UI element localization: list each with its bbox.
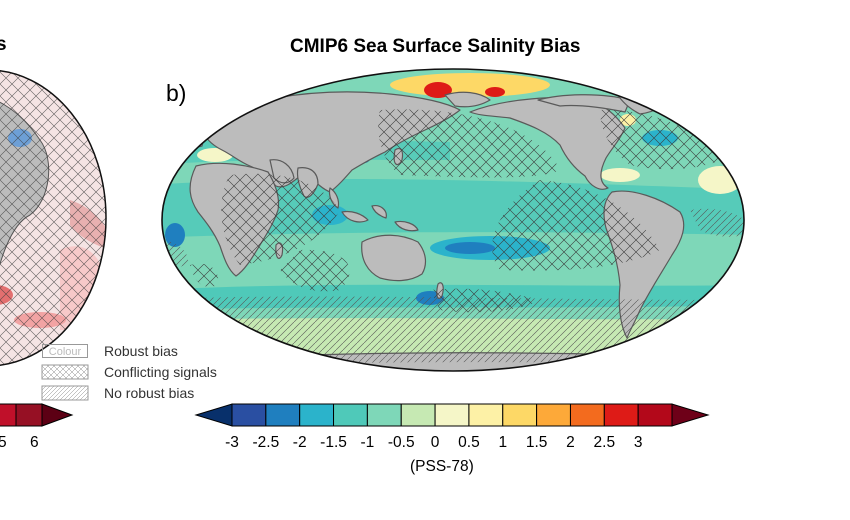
legend-label-no-robust-bias: No robust bias bbox=[104, 385, 195, 401]
colorbar-tick-label: -3 bbox=[225, 434, 239, 451]
legend-item-robust-bias: Colour Robust bias bbox=[42, 343, 178, 359]
legend-swatch-diagonal bbox=[41, 385, 89, 401]
colorbar-tick-label: -2 bbox=[292, 434, 307, 451]
globe-map bbox=[161, 68, 745, 372]
colorbar-tick-label: 0 bbox=[430, 434, 440, 451]
colorbar bbox=[194, 403, 710, 427]
colorbar-tick-label: 1 bbox=[498, 434, 508, 451]
legend-swatch-crosshatch bbox=[41, 364, 89, 380]
left-colorbar-tick-last: 6 bbox=[30, 434, 39, 451]
colorbar-segment bbox=[366, 403, 402, 427]
colorbar-max-arrow bbox=[671, 403, 710, 427]
australia bbox=[361, 234, 427, 282]
colorbar-segment bbox=[569, 403, 605, 427]
colorbar-tick-label: -1 bbox=[360, 434, 375, 451]
colorbar-segment bbox=[536, 403, 571, 427]
left-colorbar-max-arrow bbox=[41, 403, 74, 427]
colorbar-tick-label: -2.5 bbox=[252, 434, 280, 451]
arctic-red-patch bbox=[424, 82, 452, 98]
colorbar-segment bbox=[299, 403, 335, 427]
legend-label-conflicting-signals: Conflicting signals bbox=[104, 364, 217, 380]
colorbar-segment bbox=[637, 403, 673, 427]
legend-item-conflicting-signals: Conflicting signals bbox=[104, 364, 217, 380]
colorbar-tick-label: -1.5 bbox=[320, 434, 347, 451]
colorbar-tick-label: 0.5 bbox=[458, 434, 480, 451]
map-title: CMIP6 Sea Surface Salinity Bias bbox=[290, 36, 581, 57]
colorbar-tick-label: 2 bbox=[566, 434, 575, 451]
colorbar-segment bbox=[231, 403, 267, 427]
colorbar-tick-label: -0.5 bbox=[387, 434, 415, 451]
panel-label: b) bbox=[166, 80, 187, 106]
left-colorbar-segment bbox=[15, 403, 43, 427]
left-colorbar-tick-partial: 5 bbox=[0, 434, 7, 451]
legend-label-robust-bias: Robust bias bbox=[104, 343, 178, 359]
colorbar-segment bbox=[502, 403, 538, 427]
colorbar-tick-label: 2.5 bbox=[593, 434, 616, 451]
colorbar-tick-label: 3 bbox=[633, 434, 643, 451]
colorbar-segment bbox=[265, 403, 301, 427]
left-panel-title-fragment: s bbox=[0, 34, 7, 55]
colorbar-units: (PSS-78) bbox=[410, 458, 474, 475]
left-colorbar bbox=[0, 403, 74, 427]
conflicting-signals-hatch bbox=[190, 109, 720, 313]
legend-swatch-colour: Colour bbox=[42, 344, 88, 358]
legend-item-no-robust-bias: No robust bias bbox=[104, 385, 194, 401]
colorbar-segment bbox=[603, 403, 639, 427]
colorbar-segment bbox=[400, 403, 436, 427]
colorbar-segment bbox=[333, 403, 368, 427]
colorbar-tick-label: 1.5 bbox=[525, 434, 548, 451]
colorbar-segment bbox=[468, 403, 504, 427]
left-globe-panel bbox=[0, 70, 107, 366]
globe-outline bbox=[161, 68, 745, 372]
colorbar-segment bbox=[434, 403, 470, 427]
left-colorbar-segment bbox=[0, 403, 17, 427]
colorbar-min-arrow bbox=[194, 403, 233, 427]
